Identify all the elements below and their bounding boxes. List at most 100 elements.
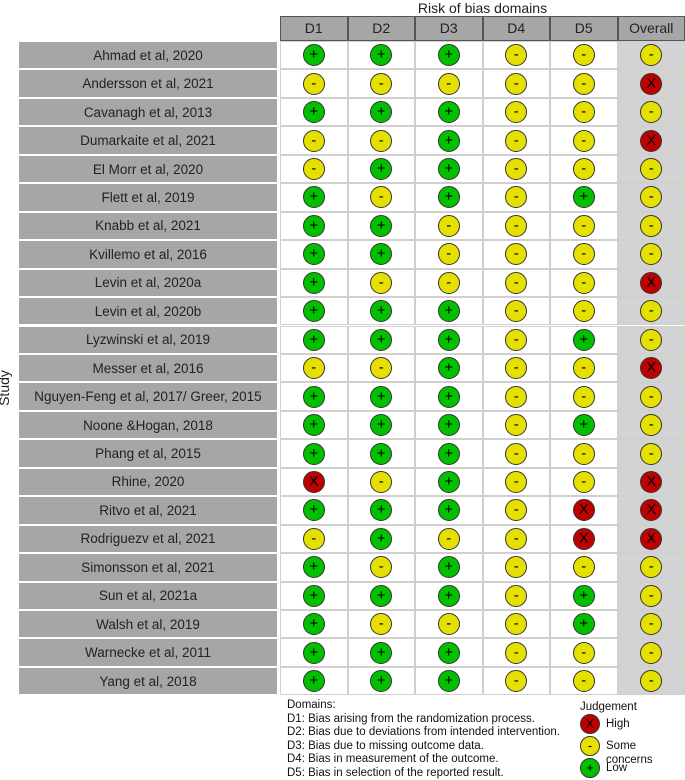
judgement-some-concerns-mark: - [437,243,460,266]
cell-d5: X [550,524,618,554]
cell-d5: + [550,610,618,639]
cell-d1: - [280,154,348,184]
cell-d5: - [550,467,618,497]
cell-d4: - [482,439,550,468]
judgement-some-concerns-mark: - [505,129,528,152]
cell-d4: - [482,666,550,696]
cell-d1: + [280,439,348,468]
cell-d2: + [347,410,415,440]
judgement-some-concerns-mark: - [505,186,528,209]
judgement-some-concerns-mark: - [640,101,663,124]
study-label: Ahmad et al, 2020 [18,41,278,70]
judgement-some-concerns-mark: - [302,357,325,380]
judgement-low-mark: + [370,101,393,124]
judgement-some-concerns-mark: - [640,385,663,408]
judgement-high-mark: X [640,72,663,95]
judgement-some-concerns-mark: - [302,72,325,95]
cell-d3: + [415,410,483,440]
cell-d5: - [550,41,618,70]
cell-d5: - [550,97,618,127]
cell-d5: - [550,666,618,696]
judgement-low-mark: + [437,499,460,522]
cell-d1: - [280,524,348,554]
cell-d1: + [280,183,348,212]
judgement-some-concerns-mark: - [505,72,528,95]
cell-d1: + [280,325,348,354]
cell-d2: + [347,638,415,667]
judgement-some-concerns-mark: - [370,357,393,380]
cell-d5: - [550,69,618,98]
judgement-low-mark: + [437,641,460,664]
cell-d4: - [482,553,550,582]
cell-d4: - [482,325,550,354]
cell-d4: - [482,240,550,269]
cell-overall: - [617,410,685,440]
judgement-some-concerns-mark: - [640,44,663,67]
cell-d1: + [280,297,348,326]
cell-d2: + [347,496,415,525]
cell-d4: - [482,638,550,667]
cell-overall: - [617,240,685,269]
judgement-low-mark: + [302,584,325,607]
judgement-some-concerns-mark: - [370,186,393,209]
cell-d2: + [347,382,415,411]
judgement-low-mark: + [437,442,460,465]
cell-d3: + [415,353,483,383]
cell-d2: - [347,467,415,497]
cell-d3: + [415,382,483,411]
column-header-d3: D3 [415,16,483,41]
cell-d2: + [347,297,415,326]
judgement-low-mark: + [370,214,393,237]
cell-d5: + [550,325,618,354]
cell-d5: - [550,353,618,383]
cell-d3: + [415,439,483,468]
judgement-high-mark: X [572,499,595,522]
cell-d4: - [482,467,550,497]
judgement-some-concerns-mark: - [505,613,528,636]
judgement-some-concerns-mark: - [572,670,595,693]
judgement-some-concerns-mark: - [572,357,595,380]
study-label: Warnecke et al, 2011 [18,638,278,667]
judgement-some-concerns-mark: - [505,44,528,67]
judgement-some-concerns-mark: - [572,385,595,408]
study-label: Knabb et al, 2021 [18,211,278,241]
cell-d1: + [280,240,348,269]
cell-d4: - [482,581,550,610]
domain-d1: D1: Bias arising from the randomization … [287,712,535,725]
chart-title: Risk of bias domains [417,0,548,16]
study-label: Flett et al, 2019 [18,183,278,212]
judgement-low-mark: + [302,101,325,124]
cell-d1: + [280,638,348,667]
judgement-low-mark: + [302,243,325,266]
cell-d3: + [415,666,483,696]
cell-d5: + [550,581,618,610]
judgement-high-mark: X [640,470,663,493]
cell-d3: - [415,268,483,298]
judgement-low-mark: + [437,414,460,437]
judgement-low-mark: + [302,44,325,67]
judgement-some-concerns-mark: - [505,442,528,465]
judgement-some-concerns-mark: - [505,414,528,437]
cell-d1: - [280,126,348,155]
cell-d4: - [482,610,550,639]
cell-d5: - [550,240,618,269]
domain-d3: D3: Bias due to missing outcome data. [287,739,484,752]
cell-d2: - [347,268,415,298]
judgement-some-concerns-mark: - [505,470,528,493]
study-label: Dumarkaite et al, 2021 [18,126,278,155]
judgement-low-mark: + [302,641,325,664]
cell-overall: X [617,69,685,98]
judgement-low-mark: + [370,527,393,550]
judgement-some-concerns-mark: - [640,328,663,351]
judgement-low-mark: + [572,613,595,636]
cell-overall: - [617,211,685,241]
judgement-low-mark: + [302,556,325,579]
judgement-some-concerns-mark: - [505,271,528,294]
judgement-some-concerns-mark: - [437,527,460,550]
judgement-low-mark: + [437,470,460,493]
cell-d3: + [415,581,483,610]
cell-d2: + [347,666,415,696]
cell-overall: X [617,268,685,298]
cell-d1: + [280,553,348,582]
cell-overall: - [617,183,685,212]
